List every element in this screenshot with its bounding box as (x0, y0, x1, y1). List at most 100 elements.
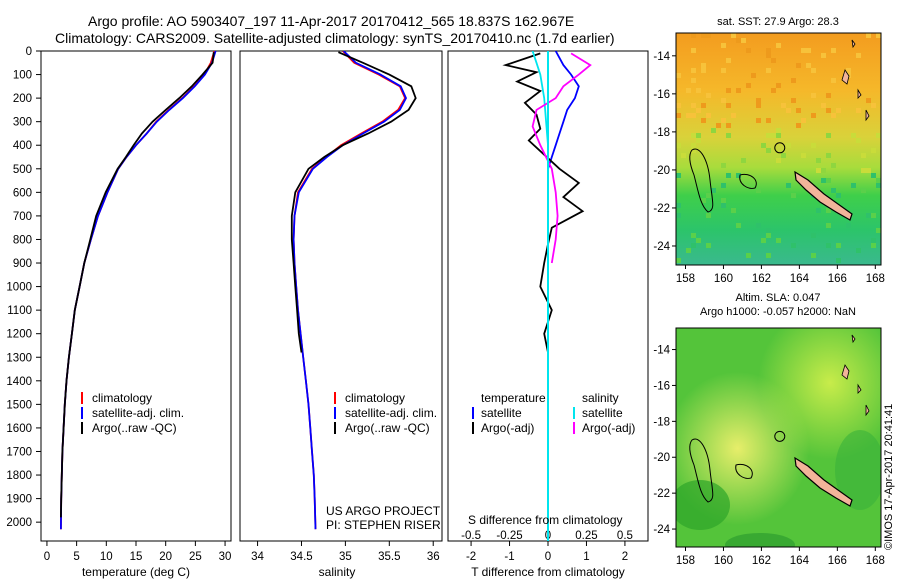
depth-tick-label: 0 (26, 46, 32, 58)
temperature-legend: climatology satellite-adj. clim. Argo(..… (81, 391, 184, 435)
salinity-lines (290, 51, 417, 530)
map-x-tick-label: 168 (866, 273, 885, 285)
sst-pixel (756, 188, 761, 193)
sst-pixel (721, 118, 726, 123)
sst-pixel (766, 53, 771, 58)
sst-map-frame (675, 32, 882, 266)
sst-pixel (826, 93, 831, 98)
s-tick-label: -0.5 (461, 530, 481, 542)
sst-map-ticks: 158 160 162 164 166 168 -14 -16 -18 -20 -22 -24 (653, 51, 885, 285)
sst-pixel (876, 228, 881, 233)
sst-map-panel: sat. SST: 27.9 Argo: 28.3 158 160 162 164 16… (653, 16, 885, 285)
depth-tick-label: 1800 (6, 470, 32, 482)
sst-pixel (826, 208, 831, 213)
sst-pixel (776, 238, 781, 243)
sst-pixel (801, 48, 806, 53)
map-x-tick-label: 166 (828, 555, 847, 567)
depth-tick-label: 1900 (6, 494, 32, 506)
sst-pixel (796, 108, 801, 113)
sst-pixel (691, 113, 696, 118)
sst-pixel (876, 33, 881, 38)
depth-tick-label: 1300 (6, 352, 32, 364)
series-line-argo-raw-qc- (290, 51, 417, 353)
sst-pixel (806, 48, 811, 53)
x-tick-label: 35.5 (378, 551, 400, 563)
depth-tick-label: 1700 (6, 446, 32, 458)
x-tick-label: 35 (339, 551, 352, 563)
legend-label-climatology: climatology (92, 391, 152, 405)
sst-pixel (811, 253, 816, 258)
sst-pixel (691, 48, 696, 53)
sst-pixel (676, 173, 681, 178)
legend-label-s-satellite: satellite (582, 406, 623, 420)
sst-pixel (871, 103, 876, 108)
temperature-axis-label: temperature (deg C) (82, 565, 190, 579)
sst-pixel (766, 228, 771, 233)
x-tick-label: 0 (44, 551, 50, 563)
sst-pixel (871, 243, 876, 248)
sst-pixel (731, 33, 736, 38)
sst-pixel (856, 53, 861, 58)
sst-pixel (776, 158, 781, 163)
reef-contour (689, 438, 714, 503)
sst-pixel (741, 158, 746, 163)
depth-axis-ticks: 0 100 200 300 400 500 600 700 800 900 1000 1100 1200… (6, 46, 41, 529)
x-tick-label: 2 (622, 551, 628, 563)
sst-pixel (686, 88, 691, 93)
sst-pixel (691, 78, 696, 83)
map-x-tick-label: 158 (676, 273, 695, 285)
sst-pixel (686, 248, 691, 253)
sst-pixel (866, 98, 871, 103)
map-x-tick-label: 164 (790, 273, 810, 285)
sst-pixel (676, 103, 681, 108)
sst-pixel (836, 108, 841, 113)
legend-label-t-argo: Argo(-adj) (481, 421, 534, 435)
sst-pixel (816, 208, 821, 213)
sst-pixel (706, 213, 711, 218)
sst-pixel (811, 143, 816, 148)
sst-pixel (776, 43, 781, 48)
sst-pixel (706, 243, 711, 248)
sst-pixel (721, 68, 726, 73)
sst-pixel (811, 93, 816, 98)
sst-pixel (831, 188, 836, 193)
sst-pixel (736, 223, 741, 228)
sla-map-ticks: 158 160 162 164 166 168 -14 -16 -18 -20 -22 -24 (653, 345, 885, 567)
sst-pixel (721, 43, 726, 48)
sst-pixel (721, 198, 726, 203)
sst-pixel (746, 253, 751, 258)
difference-lines (502, 51, 592, 541)
sst-pixel (706, 33, 711, 38)
sst-map-title: sat. SST: 27.9 Argo: 28.3 (717, 16, 839, 28)
sst-pixel (701, 63, 706, 68)
argo-position-marker (774, 430, 786, 442)
series-line-salinity-argo-adj- (531, 52, 592, 264)
sst-pixel (731, 113, 736, 118)
sst-pixel (821, 53, 826, 58)
imos-credit: ©IMOS 17-Apr-2017 20:41:41 (883, 404, 895, 550)
depth-tick-label: 200 (13, 93, 32, 105)
sst-pixel (766, 253, 771, 258)
sst-pixel (701, 198, 706, 203)
sst-pixel (691, 68, 696, 73)
sst-pixel (781, 153, 786, 158)
sst-field (676, 33, 881, 265)
sst-pixel (756, 118, 761, 123)
sst-pixel (831, 163, 836, 168)
sst-pixel (786, 143, 791, 148)
temperature-axis-ticks: 0 5 10 15 20 25 30 (44, 541, 231, 563)
sst-pixel (756, 223, 761, 228)
legend-label-s-argo: Argo(-adj) (582, 421, 635, 435)
sst-pixel (826, 178, 831, 183)
sst-pixel (676, 258, 681, 263)
map-x-tick-label: 160 (714, 555, 733, 567)
x-tick-label: 1 (583, 551, 589, 563)
sst-pixel (826, 243, 831, 248)
map-x-tick-label: 162 (752, 273, 771, 285)
sst-pixel (861, 153, 866, 158)
sst-pixel (711, 128, 716, 133)
map-x-tick-label: 160 (714, 273, 733, 285)
depth-tick-label: 1600 (6, 423, 32, 435)
sst-pixel (691, 243, 696, 248)
temperature-plot-frame (40, 50, 232, 542)
